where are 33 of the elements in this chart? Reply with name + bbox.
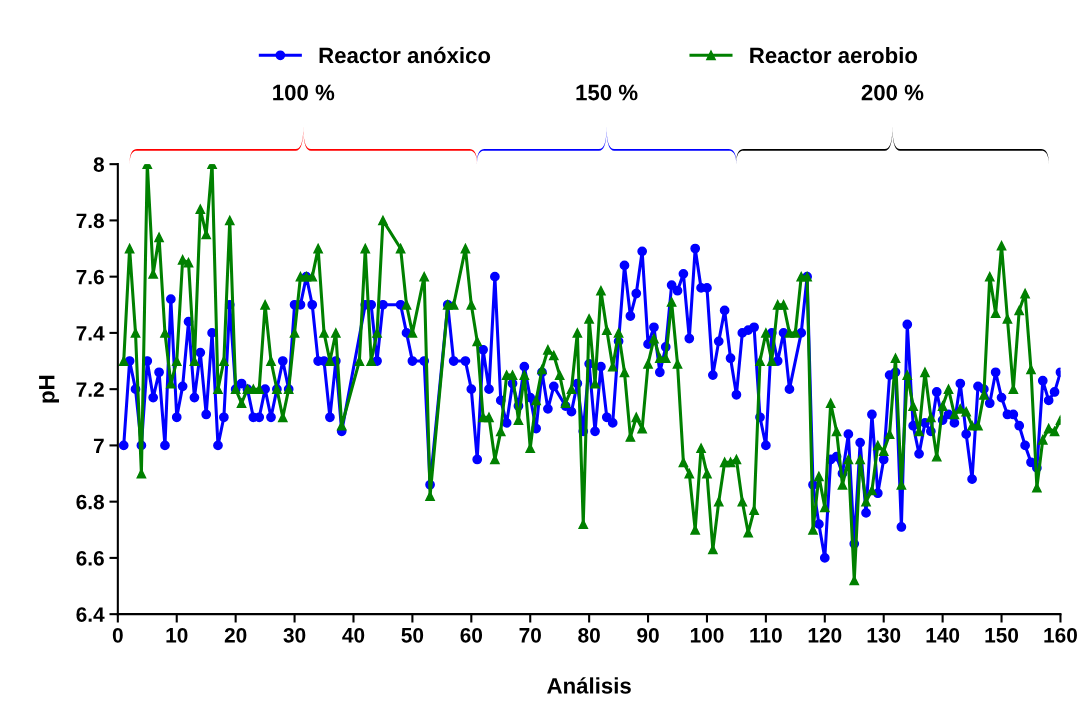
- x-tick-label: 70: [519, 627, 541, 643]
- legend-label: Reactor aerobio: [750, 46, 918, 64]
- x-tick-label: 130: [867, 627, 901, 643]
- y-tick-label: 7.6: [76, 269, 104, 285]
- text: 200 %: [861, 84, 924, 101]
- x-tick-label: 140: [926, 627, 960, 643]
- x-tick-label: 110: [750, 627, 782, 643]
- x-tick-label: 160: [1044, 627, 1077, 643]
- x-tick-label: 60: [460, 627, 483, 643]
- x-tick-label: 10: [166, 627, 188, 643]
- y-tick-label: 6.4: [76, 607, 105, 622]
- x-axis-title: Análisis: [547, 677, 631, 694]
- text: 150 %: [576, 84, 638, 101]
- x-tick-label: 40: [342, 627, 365, 643]
- text: 100 %: [273, 84, 335, 101]
- x-tick-label: 50: [401, 627, 424, 643]
- x-tick-label: 120: [808, 627, 842, 643]
- y-tick-label: 7.2: [76, 382, 104, 397]
- x-tick-label: 30: [283, 627, 306, 643]
- y-tick-label: 6.6: [76, 550, 104, 566]
- y-tick-label: 7.8: [76, 213, 104, 229]
- x-tick-label: 100: [690, 627, 724, 643]
- x-tick-label: 0: [112, 627, 123, 643]
- x-tick-label: 20: [224, 627, 247, 643]
- y-tick-label: 7.4: [76, 326, 105, 341]
- x-tick-label: 80: [578, 627, 600, 643]
- y-axis-title: pH: [39, 375, 60, 403]
- x-tick-label: 90: [637, 627, 659, 643]
- legend-label: Reactor anóxico: [319, 46, 491, 64]
- y-tick-label: 6.8: [76, 494, 104, 510]
- y-tick-label: 7: [93, 438, 104, 453]
- x-tick-label: 150: [985, 627, 1019, 643]
- y-tick-label: 8: [93, 157, 104, 172]
